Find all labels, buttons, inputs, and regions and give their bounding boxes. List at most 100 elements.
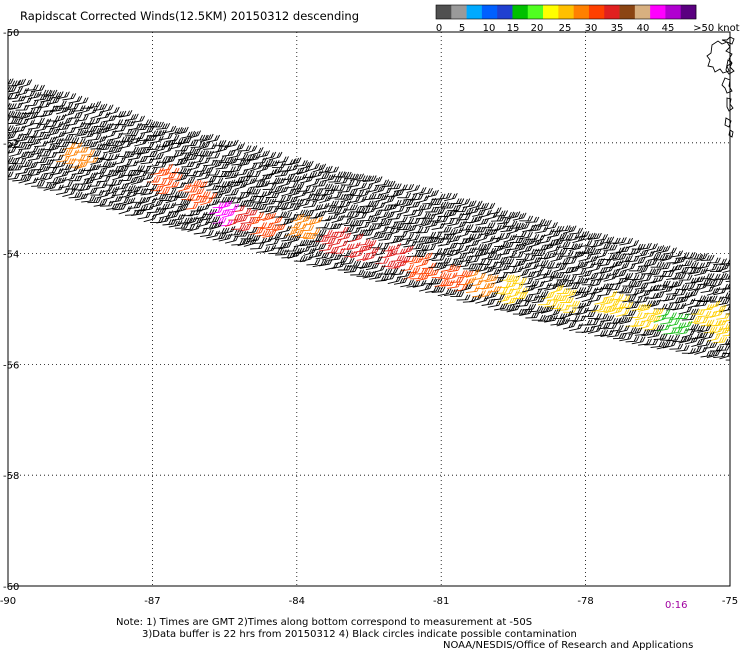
wind-barb <box>0 125 7 131</box>
wind-barb <box>337 171 352 178</box>
wind-barb <box>18 128 33 136</box>
wind-barb <box>231 177 246 184</box>
wind-barb <box>8 126 20 134</box>
wind-barb <box>215 227 230 234</box>
wind-barb <box>56 123 71 131</box>
wind-barb <box>149 135 164 144</box>
wind-barb <box>462 276 477 286</box>
wind-barb <box>256 212 271 222</box>
colorbar-tick-label: 30 <box>585 23 598 34</box>
wind-barb <box>497 217 512 225</box>
wind-barb <box>43 120 58 128</box>
wind-barb <box>246 188 261 195</box>
wind-barb <box>606 330 621 338</box>
wind-barb <box>134 138 148 147</box>
wind-barb <box>143 213 158 223</box>
wind-barb <box>206 216 221 224</box>
wind-barb <box>121 169 136 177</box>
wind-barb <box>371 264 386 274</box>
wind-barb <box>475 295 489 304</box>
wind-barb <box>171 149 186 158</box>
wind-barb <box>318 244 333 252</box>
wind-barb <box>109 132 123 141</box>
wind-barb <box>87 197 102 204</box>
wind-barb <box>184 140 199 147</box>
wind-barb <box>609 259 624 268</box>
wind-barb <box>203 192 218 199</box>
wind-barb <box>225 171 239 179</box>
colorbar-swatch <box>573 5 590 19</box>
wind-barb <box>434 279 449 287</box>
wind-barb <box>203 175 217 184</box>
wind-barb <box>190 170 205 178</box>
wind-barb <box>309 250 324 259</box>
wind-barb <box>697 324 712 333</box>
wind-barb <box>249 162 264 172</box>
wind-barb <box>321 188 336 197</box>
wind-barb <box>0 95 7 101</box>
wind-barb <box>437 192 452 200</box>
wind-barb <box>71 105 86 112</box>
colorbar-swatch <box>527 5 544 19</box>
wind-barb <box>515 253 530 261</box>
wind-barb <box>287 203 302 212</box>
wind-barb <box>591 258 605 266</box>
wind-barb <box>575 290 590 300</box>
wind-barb <box>8 111 21 118</box>
wind-barb <box>694 267 709 277</box>
wind-barb <box>456 229 471 238</box>
wind-barb <box>296 165 311 175</box>
wind-barb <box>278 225 292 234</box>
wind-barb <box>99 154 114 160</box>
wind-barb <box>325 261 339 271</box>
wind-barb <box>290 167 305 176</box>
wind-barb <box>271 223 286 232</box>
wind-barb <box>178 168 193 175</box>
wind-barb <box>275 249 290 256</box>
wind-barb <box>628 296 643 303</box>
wind-barb <box>600 283 615 290</box>
wind-barb <box>87 180 102 187</box>
wind-barb <box>544 300 559 308</box>
wind-barb <box>184 153 199 161</box>
wind-barb <box>381 195 396 205</box>
wind-barb <box>706 300 721 310</box>
wind-barb <box>24 112 39 121</box>
wind-barb <box>393 198 408 207</box>
wind-barb <box>412 251 427 257</box>
wind-barb <box>300 160 314 170</box>
wind-barb <box>212 186 227 194</box>
wind-barb <box>393 277 408 285</box>
wind-barb <box>262 151 277 161</box>
wind-barb <box>318 258 333 267</box>
wind-barb <box>65 137 80 143</box>
wind-barb <box>600 236 615 245</box>
wind-barb <box>544 250 558 260</box>
wind-barb <box>603 244 618 251</box>
wind-barb <box>290 182 305 191</box>
wind-barb <box>49 91 64 99</box>
wind-barb <box>131 208 146 216</box>
wind-barb <box>453 220 468 229</box>
wind-barb <box>534 259 549 267</box>
wind-barb <box>21 137 36 144</box>
wind-barb <box>462 263 477 270</box>
wind-barb <box>493 222 508 232</box>
wind-barb <box>453 206 468 213</box>
wind-barb <box>459 282 474 292</box>
wind-barb <box>187 209 202 216</box>
wind-barb <box>52 176 67 185</box>
wind-barb <box>675 313 690 319</box>
wind-barb <box>465 286 480 294</box>
wind-barb <box>246 171 261 178</box>
wind-barb <box>440 279 455 287</box>
wind-barb <box>300 192 314 202</box>
wind-barb <box>212 171 227 177</box>
wind-barb <box>434 262 449 272</box>
note-line-2: 3)Data buffer is 22 hrs from 20150312 4)… <box>142 629 577 640</box>
wind-barb <box>634 249 649 258</box>
wind-barb <box>115 165 130 174</box>
wind-barb <box>187 147 202 156</box>
wind-barb <box>265 238 280 246</box>
wind-barb <box>240 170 255 178</box>
